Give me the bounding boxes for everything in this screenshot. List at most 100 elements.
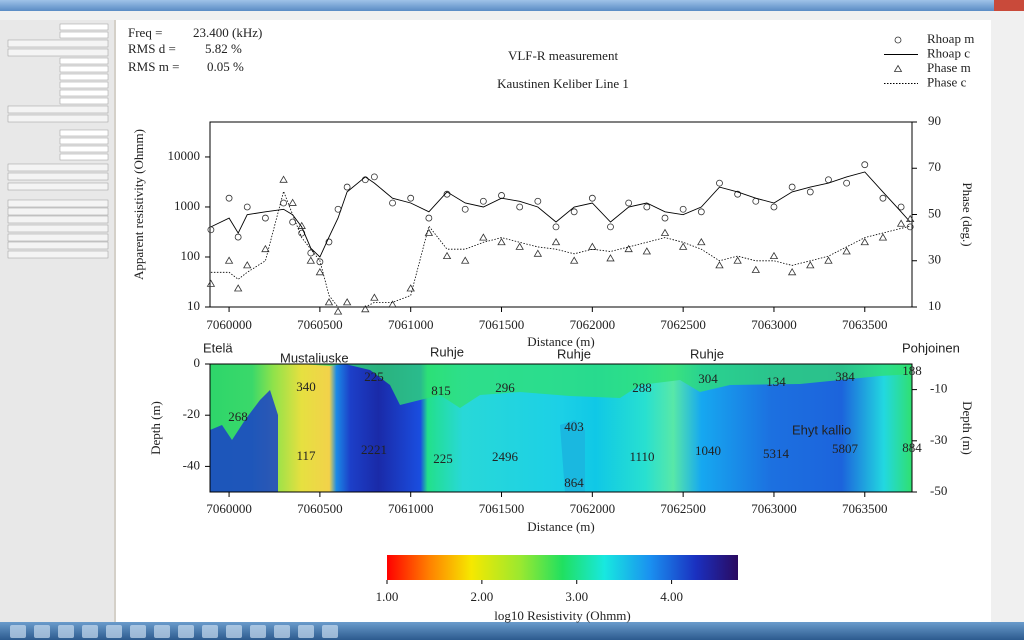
y2-tick-label: 10: [928, 298, 941, 313]
phase-marker: [497, 237, 506, 246]
rhoap-marker: [607, 223, 614, 231]
resistivity-label: 5314: [763, 446, 790, 461]
rhoap-marker: [289, 218, 297, 226]
y-axis-label: Apparent resistivity (Ohmm): [131, 129, 146, 280]
taskbar-icon[interactable]: [322, 625, 338, 638]
resistivity-label: 2496: [492, 449, 519, 464]
button[interactable]: [7, 39, 109, 48]
button[interactable]: [7, 48, 109, 57]
freq-value: 23.400 (kHz): [193, 25, 262, 40]
rhoap-marker: [370, 173, 378, 181]
button[interactable]: [7, 172, 109, 181]
chart-subtitle: Kaustinen Keliber Line 1: [497, 76, 629, 91]
phase-marker: [515, 242, 524, 250]
taskbar-icon[interactable]: [58, 625, 74, 638]
button[interactable]: [7, 241, 109, 250]
deep-conductor: [560, 420, 585, 492]
legend-label: Phase m: [927, 60, 971, 75]
rms-m-label: RMS m =: [128, 59, 179, 74]
series-line: [210, 171, 911, 258]
rms-d-value: 5.82 %: [205, 41, 242, 56]
resistivity-label: 815: [431, 383, 451, 398]
close-button[interactable]: [994, 0, 1024, 11]
button[interactable]: [7, 199, 109, 208]
y-tick-label: 10: [187, 298, 200, 313]
rhoap-marker: [894, 36, 902, 44]
taskbar-icon[interactable]: [226, 625, 242, 638]
resistivity-label: 340: [296, 379, 316, 394]
button[interactable]: [7, 105, 109, 114]
taskbar-icon[interactable]: [130, 625, 146, 638]
y-tick-label: 0: [194, 355, 201, 370]
section-annotation: Mustaliuske: [280, 350, 349, 365]
phase-marker: [333, 307, 343, 315]
phase-marker: [406, 284, 415, 292]
phase-marker: [642, 247, 652, 255]
window-edge: [991, 20, 1024, 622]
taskbar-icon[interactable]: [154, 625, 170, 638]
taskbar-icon[interactable]: [274, 625, 290, 638]
input-box: [59, 129, 109, 137]
resistivity-label: 225: [364, 369, 384, 384]
button[interactable]: [7, 163, 109, 172]
phase-marker: [324, 298, 334, 306]
button[interactable]: [7, 233, 109, 242]
rhoap-marker: [479, 197, 487, 205]
phase-marker: [361, 305, 370, 313]
sidebar: [0, 20, 114, 622]
button[interactable]: [7, 250, 109, 259]
y2-axis-label: Phase (deg.): [960, 182, 975, 246]
rhoap-marker: [425, 214, 433, 222]
rhoap-marker: [716, 179, 723, 187]
y2-tick-label: 30: [928, 252, 941, 267]
section-annotation: Ehyt kallio: [792, 422, 851, 437]
phase-marker: [206, 279, 216, 287]
input-box: [59, 153, 109, 161]
rhoap-marker: [325, 238, 333, 246]
resistivity-label: 268: [228, 409, 248, 424]
button[interactable]: [7, 182, 109, 191]
phase-marker: [769, 251, 779, 260]
y2-tick-label: -30: [930, 432, 947, 447]
taskbar-icon[interactable]: [82, 625, 98, 638]
button[interactable]: [7, 215, 109, 224]
taskbar-icon[interactable]: [10, 625, 26, 638]
rhoap-marker: [316, 258, 324, 266]
button[interactable]: [7, 207, 109, 216]
y2-tick-label: 70: [928, 159, 941, 174]
y-tick-label: -40: [183, 457, 200, 472]
taskbar-icon[interactable]: [250, 625, 266, 638]
x-tick-label: 7063000: [751, 317, 797, 332]
rhoap-marker: [697, 208, 705, 216]
rhoap-marker: [679, 205, 687, 213]
rhoap-marker: [788, 183, 796, 191]
y2-axis-label: Depth (m): [960, 401, 975, 455]
rms-m-value: 0.05 %: [207, 59, 244, 74]
x-tick-label: 7062000: [570, 317, 616, 332]
rhoap-marker: [843, 179, 851, 187]
resistivity-label: 117: [296, 448, 316, 463]
taskbar-icon[interactable]: [34, 625, 50, 638]
x-tick-label: 7063500: [842, 317, 888, 332]
rhoap-marker: [906, 223, 914, 231]
button[interactable]: [7, 224, 109, 233]
rhoap-marker: [806, 188, 814, 196]
x-tick-label: 7062500: [660, 501, 706, 516]
y-tick-label: 100: [181, 248, 201, 263]
x-tick-label: 7062500: [660, 317, 706, 332]
input-box: [59, 89, 109, 97]
phase-marker: [224, 256, 234, 264]
input-box: [59, 65, 109, 73]
button[interactable]: [7, 114, 109, 123]
phase-marker: [460, 256, 470, 264]
taskbar-icon[interactable]: [178, 625, 194, 638]
taskbar-icon[interactable]: [298, 625, 314, 638]
phase-marker: [233, 284, 243, 292]
rhoap-marker: [625, 199, 633, 207]
phase-marker: [878, 233, 888, 241]
rhoap-marker: [879, 194, 887, 202]
phase-marker: [787, 268, 797, 276]
taskbar-icon[interactable]: [106, 625, 122, 638]
rhoap-marker: [552, 223, 560, 231]
taskbar-icon[interactable]: [202, 625, 218, 638]
